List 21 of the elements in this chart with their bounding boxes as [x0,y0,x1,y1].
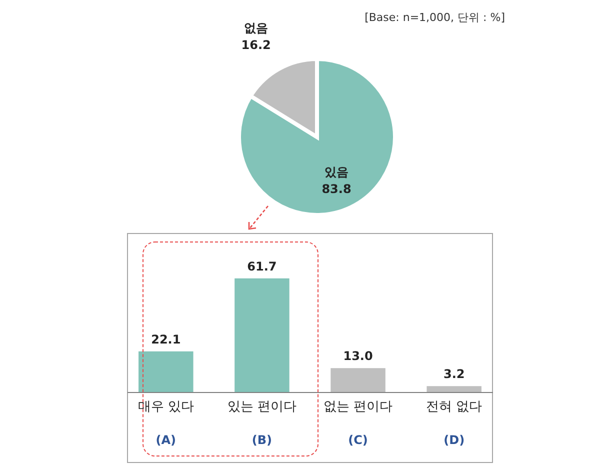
x-tick-label: 매우 있다 [138,400,194,414]
x-tick-label: 없는 편이다 [323,400,393,414]
text: [Base: n=1,000, 단위 : %] [364,11,505,24]
x-tick-label: 전혀 없다 [426,400,482,414]
slice-label: 있음 [324,164,348,179]
bar [426,386,482,392]
bar [330,368,386,392]
data-label: 16.2 [241,38,271,52]
text: (D) [444,433,465,447]
text: (A) [156,433,176,447]
data-label: 61.7 [247,259,277,274]
slice-label: 없음 [244,20,268,35]
data-label: 13.0 [343,349,373,364]
data-label: 3.2 [443,367,465,382]
data-label: 22.1 [151,332,181,346]
text: (C) [348,433,368,447]
x-tick-label: 있는 편이다 [227,400,297,414]
data-label: 83.8 [322,182,352,196]
bar [234,278,290,392]
text: (B) [252,433,272,447]
bar [138,351,194,392]
